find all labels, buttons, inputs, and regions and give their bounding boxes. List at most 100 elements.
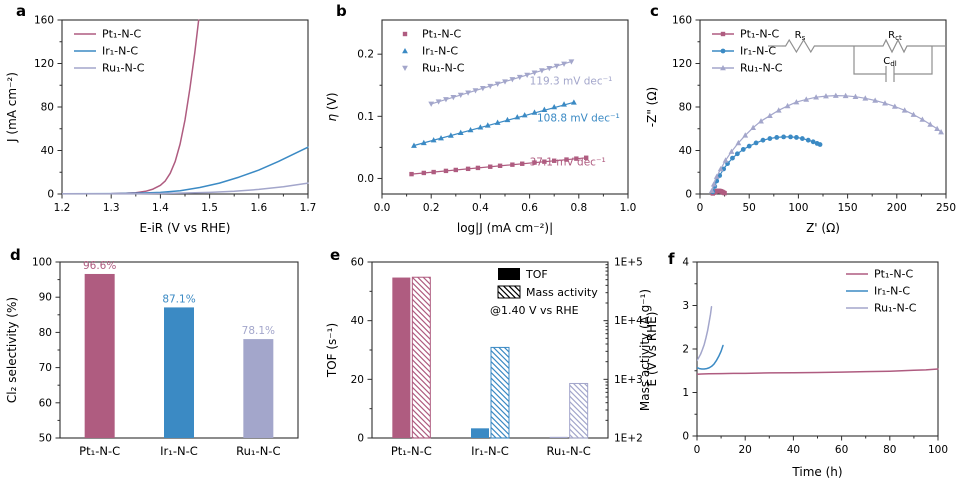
panel-c-chart: 0 50 100 150 200 250 0 40 80 120 160 Z' (Ω) -Z" (Ω) P… (645, 15, 956, 236)
svg-text:E (V vs RHE): E (V vs RHE) (645, 312, 659, 387)
svg-text:0.0: 0.0 (374, 202, 391, 214)
svg-text:TOF (s⁻¹): TOF (s⁻¹) (325, 323, 339, 378)
svg-text:0.1: 0.1 (357, 111, 374, 123)
svg-text:70: 70 (39, 362, 52, 374)
svg-text:Mass activity: Mass activity (526, 286, 598, 299)
svg-text:160: 160 (34, 15, 54, 27)
panel-a: a 1.2 1.3 1.4 1.5 1.6 1.7 0 40 80 120 160 E-iR (V v… (0, 0, 320, 240)
svg-text:3: 3 (682, 300, 689, 312)
svg-text:Pt₁-N-C: Pt₁-N-C (740, 28, 780, 41)
svg-text:Z' (Ω): Z' (Ω) (806, 221, 840, 235)
svg-text:1.2: 1.2 (54, 202, 71, 214)
svg-text:60: 60 (835, 444, 848, 456)
svg-text:Cdl: Cdl (883, 56, 897, 68)
svg-text:1.4: 1.4 (152, 202, 169, 214)
svg-text:Ru₁-N-C: Ru₁-N-C (547, 444, 591, 458)
svg-text:Pt₁-N-C: Pt₁-N-C (79, 444, 120, 458)
svg-text:-Z" (Ω): -Z" (Ω) (645, 87, 659, 127)
svg-text:Cl₂ selectivity (%): Cl₂ selectivity (%) (5, 297, 19, 403)
svg-text:0: 0 (357, 433, 364, 445)
svg-text:Pt₁-N-C: Pt₁-N-C (874, 268, 914, 281)
svg-text:108.8 mV dec⁻¹: 108.8 mV dec⁻¹ (537, 112, 620, 124)
svg-text:@1.40 V vs RHE: @1.40 V vs RHE (490, 304, 579, 317)
panel-label-f: f (668, 250, 675, 268)
svg-text:Ru₁-N-C: Ru₁-N-C (236, 444, 280, 458)
panel-b: b 0.0 0.2 0.4 0.6 0.8 1.0 0.0 0.1 0.2 log|J (mA c… (320, 0, 640, 240)
svg-text:Rs: Rs (795, 30, 806, 42)
svg-text:1E+5: 1E+5 (614, 257, 643, 269)
svg-text:Ru₁-N-C: Ru₁-N-C (874, 302, 917, 315)
svg-text:100: 100 (788, 202, 808, 214)
svg-text:100: 100 (32, 257, 52, 269)
svg-text:J (mA cm⁻²): J (mA cm⁻²) (5, 72, 19, 143)
panel-f-chart: 0 20 40 60 80 100 0 1 2 3 4 Time (h) E (V vs RHE) Pt₁… (645, 257, 948, 480)
panel-label-b: b (336, 2, 347, 20)
svg-text:1.3: 1.3 (103, 202, 120, 214)
svg-text:Time (h): Time (h) (791, 465, 842, 479)
svg-text:Rct: Rct (888, 30, 902, 42)
svg-text:Pt₁-N-C: Pt₁-N-C (391, 444, 432, 458)
svg-text:120: 120 (672, 58, 692, 70)
svg-text:0.2: 0.2 (423, 202, 440, 214)
svg-text:40: 40 (787, 444, 800, 456)
svg-text:40: 40 (351, 315, 364, 327)
svg-text:90: 90 (39, 292, 52, 304)
panel-label-c: c (650, 2, 659, 20)
svg-text:20: 20 (351, 374, 364, 386)
panel-a-chart: 1.2 1.3 1.4 1.5 1.6 1.7 0 40 80 120 160 E-iR (V vs … (5, 15, 317, 236)
svg-text:150: 150 (838, 202, 858, 214)
svg-text:1.5: 1.5 (201, 202, 218, 214)
svg-text:Ir₁-N-C: Ir₁-N-C (874, 285, 910, 298)
svg-text:0: 0 (47, 189, 54, 201)
svg-text:1.7: 1.7 (300, 202, 317, 214)
panel-c: c 0 50 100 150 200 250 0 40 80 120 160 Z' (Ω) -Z" (Ω… (640, 0, 956, 240)
panel-b-chart: 0.0 0.2 0.4 0.6 0.8 1.0 0.0 0.1 0.2 log|J (mA cm⁻… (325, 19, 637, 235)
svg-text:80: 80 (679, 102, 692, 114)
svg-text:40: 40 (679, 145, 692, 157)
svg-text:0.0: 0.0 (357, 173, 374, 185)
svg-text:0.6: 0.6 (521, 202, 538, 214)
svg-text:96.6%: 96.6% (83, 260, 116, 272)
svg-text:80: 80 (41, 102, 54, 114)
svg-text:40: 40 (41, 145, 54, 157)
svg-text:87.1%: 87.1% (162, 293, 195, 305)
svg-text:0: 0 (697, 202, 704, 214)
svg-text:120: 120 (34, 58, 54, 70)
svg-text:1E+3: 1E+3 (614, 374, 643, 386)
svg-text:0: 0 (694, 444, 701, 456)
panel-d: d 50 60 70 80 90 100 Cl₂ selectivity (%) 96.6% P… (0, 240, 320, 484)
svg-text:78.1%: 78.1% (242, 325, 275, 337)
svg-text:0.2: 0.2 (357, 49, 374, 61)
svg-text:60: 60 (39, 397, 52, 409)
svg-text:0.4: 0.4 (472, 202, 489, 214)
svg-text:η (V): η (V) (325, 93, 339, 122)
svg-text:1E+4: 1E+4 (614, 315, 643, 327)
svg-text:0: 0 (685, 189, 692, 201)
svg-text:log|J (mA cm⁻²)|: log|J (mA cm⁻²)| (457, 221, 553, 235)
svg-text:Ir₁-N-C: Ir₁-N-C (740, 45, 776, 58)
svg-text:80: 80 (39, 327, 52, 339)
svg-text:Ir₁-N-C: Ir₁-N-C (471, 444, 509, 458)
svg-text:TOF: TOF (525, 268, 548, 281)
svg-text:60: 60 (351, 257, 364, 269)
svg-text:119.3 mV dec⁻¹: 119.3 mV dec⁻¹ (530, 76, 613, 88)
svg-text:20: 20 (739, 444, 752, 456)
panel-d-chart: 50 60 70 80 90 100 Cl₂ selectivity (%) 96.6% Pt₁… (5, 257, 299, 458)
svg-text:1.0: 1.0 (620, 202, 637, 214)
svg-text:Ru₁-N-C: Ru₁-N-C (422, 62, 465, 75)
svg-text:1.6: 1.6 (250, 202, 267, 214)
svg-text:4: 4 (682, 257, 689, 269)
svg-text:200: 200 (887, 202, 907, 214)
svg-text:1E+2: 1E+2 (614, 433, 643, 445)
svg-text:50: 50 (39, 433, 52, 445)
svg-text:0: 0 (682, 431, 689, 443)
panel-label-d: d (10, 246, 21, 264)
svg-text:Ru₁-N-C: Ru₁-N-C (740, 62, 783, 75)
svg-text:E-iR (V vs RHE): E-iR (V vs RHE) (140, 221, 231, 235)
panel-f: f 0 20 40 60 80 100 0 1 2 3 4 Time (h) E (V vs RHE) P… (640, 240, 956, 484)
svg-text:Pt₁-N-C: Pt₁-N-C (422, 28, 462, 41)
svg-text:37.1 mV dec⁻¹: 37.1 mV dec⁻¹ (530, 156, 606, 168)
svg-text:50: 50 (743, 202, 756, 214)
svg-text:Ir₁-N-C: Ir₁-N-C (422, 45, 458, 58)
